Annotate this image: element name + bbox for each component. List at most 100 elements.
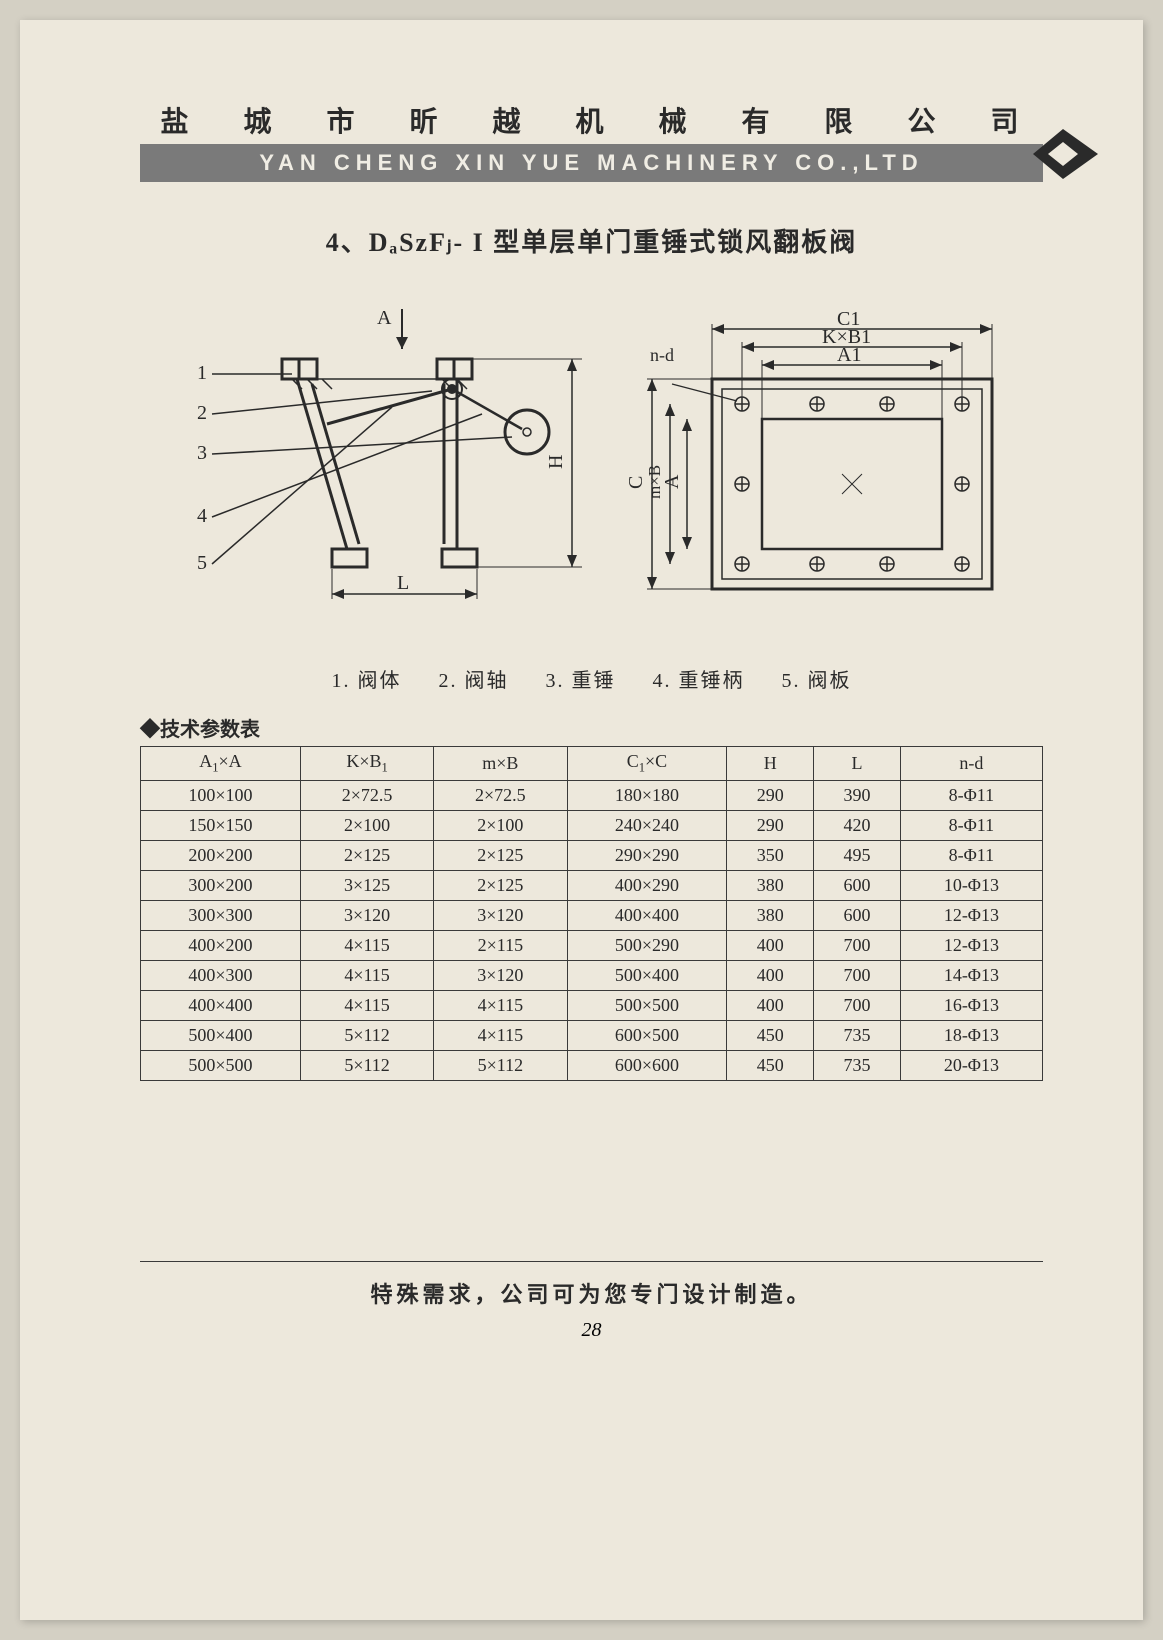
table-row: 100×1002×72.52×72.5180×1802903908-Φ11 <box>141 780 1043 810</box>
table-cell: 3×120 <box>300 900 433 930</box>
spec-table: A1×AK×B1m×BC1×CHLn-d 100×1002×72.52×72.5… <box>140 746 1043 1081</box>
legend-item-2: 2. 阀轴 <box>439 670 509 692</box>
table-cell: 2×100 <box>300 810 433 840</box>
footer: 特殊需求，公司可为您专门设计制造。 28 <box>140 1261 1043 1342</box>
table-cell: 3×120 <box>434 960 567 990</box>
table-cell: 2×100 <box>434 810 567 840</box>
table-cell: 450 <box>727 1020 814 1050</box>
table-row: 200×2002×1252×125290×2903504958-Φ11 <box>141 840 1043 870</box>
document-page: 盐 城 市 昕 越 机 械 有 限 公 司 YAN CHENG XIN YUE … <box>20 20 1143 1620</box>
table-cell: 14-Φ13 <box>900 960 1042 990</box>
table-cell: 3×120 <box>434 900 567 930</box>
table-cell: 400 <box>727 930 814 960</box>
legend-item-1: 1. 阀体 <box>332 670 402 692</box>
table-cell: 400 <box>727 960 814 990</box>
dim-label-av: A <box>661 474 683 489</box>
table-header-cell: H <box>727 747 814 781</box>
table-cell: 5×112 <box>300 1020 433 1050</box>
table-cell: 200×200 <box>141 840 301 870</box>
part-num-2: 2 <box>197 402 207 424</box>
dim-label-h: H <box>545 455 567 469</box>
table-cell: 3×125 <box>300 870 433 900</box>
table-cell: 400×400 <box>141 990 301 1020</box>
table-row: 500×4005×1124×115600×50045073518-Φ13 <box>141 1020 1043 1050</box>
table-cell: 400×290 <box>567 870 727 900</box>
table-cell: 500×400 <box>141 1020 301 1050</box>
table-header-cell: C1×C <box>567 747 727 781</box>
dim-label-a: A <box>377 307 392 329</box>
table-cell: 400×200 <box>141 930 301 960</box>
table-cell: 240×240 <box>567 810 727 840</box>
dim-label-a1: A1 <box>837 344 861 366</box>
table-cell: 16-Φ13 <box>900 990 1042 1020</box>
table-cell: 290×290 <box>567 840 727 870</box>
table-cell: 2×125 <box>434 840 567 870</box>
dim-label-nd: n-d <box>650 345 674 365</box>
technical-diagram: A H L 1 2 3 4 5 C1 K×B1 A1 n-d C m×B A <box>140 299 1043 634</box>
table-cell: 180×180 <box>567 780 727 810</box>
table-cell: 12-Φ13 <box>900 900 1042 930</box>
table-cell: 400 <box>727 990 814 1020</box>
legend-item-3: 3. 重锤 <box>546 670 616 692</box>
table-row: 400×2004×1152×115500×29040070012-Φ13 <box>141 930 1043 960</box>
table-cell: 700 <box>814 960 901 990</box>
company-header: 盐 城 市 昕 越 机 械 有 限 公 司 YAN CHENG XIN YUE … <box>140 100 1043 182</box>
table-cell: 290 <box>727 810 814 840</box>
table-cell: 390 <box>814 780 901 810</box>
table-cell: 600×500 <box>567 1020 727 1050</box>
dim-label-c: C <box>625 476 647 489</box>
table-cell: 380 <box>727 900 814 930</box>
part-num-5: 5 <box>197 552 207 574</box>
table-cell: 300×300 <box>141 900 301 930</box>
table-cell: 500×500 <box>567 990 727 1020</box>
diagram-svg: A H L 1 2 3 4 5 C1 K×B1 A1 n-d C m×B A <box>152 299 1032 629</box>
title-text: 型单层单门重锤式锁风翻板阀 <box>493 228 857 257</box>
table-header-cell: n-d <box>900 747 1042 781</box>
table-cell: 4×115 <box>300 930 433 960</box>
product-title: 4、DₐSᴢFⱼ- I 型单层单门重锤式锁风翻板阀 <box>140 222 1043 259</box>
table-cell: 380 <box>727 870 814 900</box>
table-cell: 600×600 <box>567 1050 727 1080</box>
table-cell: 4×115 <box>300 960 433 990</box>
table-header-cell: K×B1 <box>300 747 433 781</box>
table-cell: 600 <box>814 870 901 900</box>
table-cell: 600 <box>814 900 901 930</box>
table-cell: 735 <box>814 1020 901 1050</box>
table-cell: 100×100 <box>141 780 301 810</box>
table-row: 500×5005×1125×112600×60045073520-Φ13 <box>141 1050 1043 1080</box>
title-prefix: 4、 <box>326 228 369 257</box>
table-cell: 20-Φ13 <box>900 1050 1042 1080</box>
table-cell: 500×290 <box>567 930 727 960</box>
part-num-1: 1 <box>197 362 207 384</box>
legend-item-4: 4. 重锤柄 <box>653 670 745 692</box>
table-cell: 500×400 <box>567 960 727 990</box>
company-name-cn: 盐 城 市 昕 越 机 械 有 限 公 司 <box>140 100 1043 140</box>
table-cell: 2×115 <box>434 930 567 960</box>
table-cell: 735 <box>814 1050 901 1080</box>
company-name-en: YAN CHENG XIN YUE MACHINERY CO.,LTD <box>259 150 923 175</box>
table-header-cell: A1×A <box>141 747 301 781</box>
table-cell: 290 <box>727 780 814 810</box>
table-row: 400×3004×1153×120500×40040070014-Φ13 <box>141 960 1043 990</box>
table-header-cell: L <box>814 747 901 781</box>
table-cell: 150×150 <box>141 810 301 840</box>
table-cell: 12-Φ13 <box>900 930 1042 960</box>
legend-item-5: 5. 阀板 <box>782 670 852 692</box>
table-cell: 5×112 <box>300 1050 433 1080</box>
part-num-4: 4 <box>197 505 207 527</box>
table-cell: 495 <box>814 840 901 870</box>
table-cell: 8-Φ11 <box>900 780 1042 810</box>
table-cell: 350 <box>727 840 814 870</box>
parts-legend: 1. 阀体 2. 阀轴 3. 重锤 4. 重锤柄 5. 阀板 <box>140 664 1043 693</box>
table-cell: 700 <box>814 990 901 1020</box>
table-cell: 4×115 <box>434 990 567 1020</box>
table-cell: 8-Φ11 <box>900 810 1042 840</box>
table-row: 300×3003×1203×120400×40038060012-Φ13 <box>141 900 1043 930</box>
table-cell: 18-Φ13 <box>900 1020 1042 1050</box>
table-cell: 300×200 <box>141 870 301 900</box>
page-number: 28 <box>140 1319 1043 1342</box>
table-cell: 10-Φ13 <box>900 870 1042 900</box>
table-cell: 400×300 <box>141 960 301 990</box>
table-cell: 2×72.5 <box>300 780 433 810</box>
table-header-cell: m×B <box>434 747 567 781</box>
